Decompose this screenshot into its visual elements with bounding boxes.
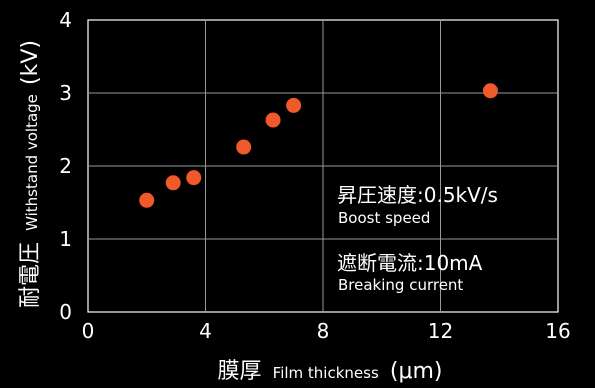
y-axis-label: 耐電圧 Withstand voltage (kV) <box>18 40 43 308</box>
x-tick-label: 8 <box>317 319 330 343</box>
x-tick-label: 16 <box>545 319 570 343</box>
data-point <box>139 192 155 208</box>
y-tick-labels: 0 1 2 3 4 <box>59 8 72 324</box>
y-tick-label: 1 <box>59 227 72 251</box>
y-tick-label: 0 <box>59 300 72 324</box>
boost-speed-sub: Boost speed <box>338 209 430 227</box>
data-points <box>139 83 498 208</box>
data-point <box>165 175 181 191</box>
data-point <box>482 83 498 99</box>
x-axis-label: 膜厚 Film thickness (μm) <box>218 359 443 384</box>
breaking-current-label: 遮断電流:10mA <box>337 251 483 275</box>
y-tick-label: 3 <box>59 81 72 105</box>
data-point <box>186 170 202 186</box>
x-tick-labels: 0 4 8 12 16 <box>82 319 571 343</box>
y-tick-label: 2 <box>59 154 72 178</box>
x-tick-label: 4 <box>199 319 212 343</box>
x-tick-label: 0 <box>82 319 95 343</box>
data-point <box>265 112 281 128</box>
y-tick-label: 4 <box>59 8 72 32</box>
grid-lines <box>88 20 558 312</box>
breaking-current-sub: Breaking current <box>338 276 463 294</box>
x-tick-label: 12 <box>428 319 453 343</box>
boost-speed-label: 昇圧速度:0.5kV/s <box>337 183 498 207</box>
data-point <box>236 139 252 155</box>
data-point <box>286 97 302 113</box>
